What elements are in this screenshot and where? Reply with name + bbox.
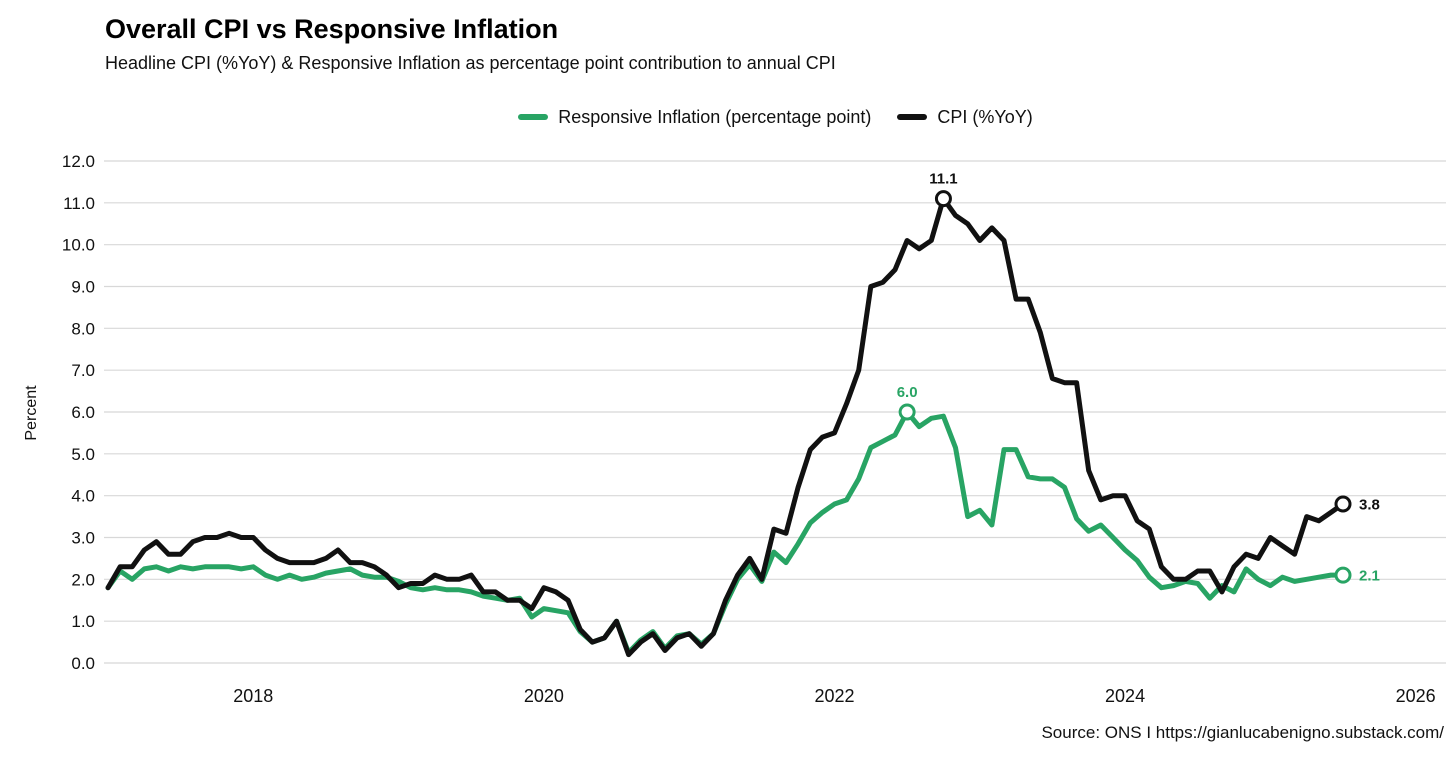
legend-swatch-cpi [897,114,928,120]
y-tick-label: 10.0 [62,236,95,255]
y-tick-label: 9.0 [71,278,95,297]
annotation-label: 6.0 [897,384,918,401]
data-point-marker [898,403,916,421]
y-tick-label: 11.0 [63,194,95,213]
legend-label-responsive-inflation: Responsive Inflation (percentage point) [558,106,872,127]
x-tick-label: 2020 [524,686,564,706]
y-tick-label: 0.0 [71,654,95,673]
y-tick-label: 7.0 [71,361,95,380]
annotation-label: 3.8 [1359,497,1380,514]
annotation-label: 2.1 [1359,568,1380,585]
legend-label-cpi: CPI (%YoY) [937,106,1033,127]
y-tick-label: 12.0 [62,152,95,171]
data-point-marker [1334,495,1352,513]
y-tick-label: 2.0 [71,570,95,589]
legend-swatch-responsive-inflation [518,114,549,120]
y-tick-label: 5.0 [71,445,95,464]
y-tick-label: 4.0 [71,487,95,506]
y-tick-label: 3.0 [71,529,95,548]
x-tick-label: 2024 [1105,686,1145,706]
series-line-responsive-inflation [105,409,1346,655]
source-caption: Source: ONS I https://gianlucabenigno.su… [1041,723,1444,742]
legend: Responsive Inflation (percentage point) … [105,101,1446,133]
x-tick-label: 2018 [233,686,273,706]
chart-subtitle: Headline CPI (%YoY) & Responsive Inflati… [105,53,836,73]
data-point-marker [1334,566,1352,584]
x-tick-label: 2022 [814,686,854,706]
annotation-label: 11.1 [929,171,957,188]
y-tick-label: 1.0 [71,612,95,631]
y-tick-label: 8.0 [71,319,95,338]
legend-item-responsive-inflation: Responsive Inflation (percentage point) [518,107,871,128]
chart-title: Overall CPI vs Responsive Inflation [105,14,559,44]
series-line-cpi [105,196,1346,658]
x-tick-label: 2026 [1396,686,1436,706]
legend-item-cpi: CPI (%YoY) [897,106,1033,128]
y-tick-label: 6.0 [71,403,95,422]
data-point-marker [934,190,952,208]
